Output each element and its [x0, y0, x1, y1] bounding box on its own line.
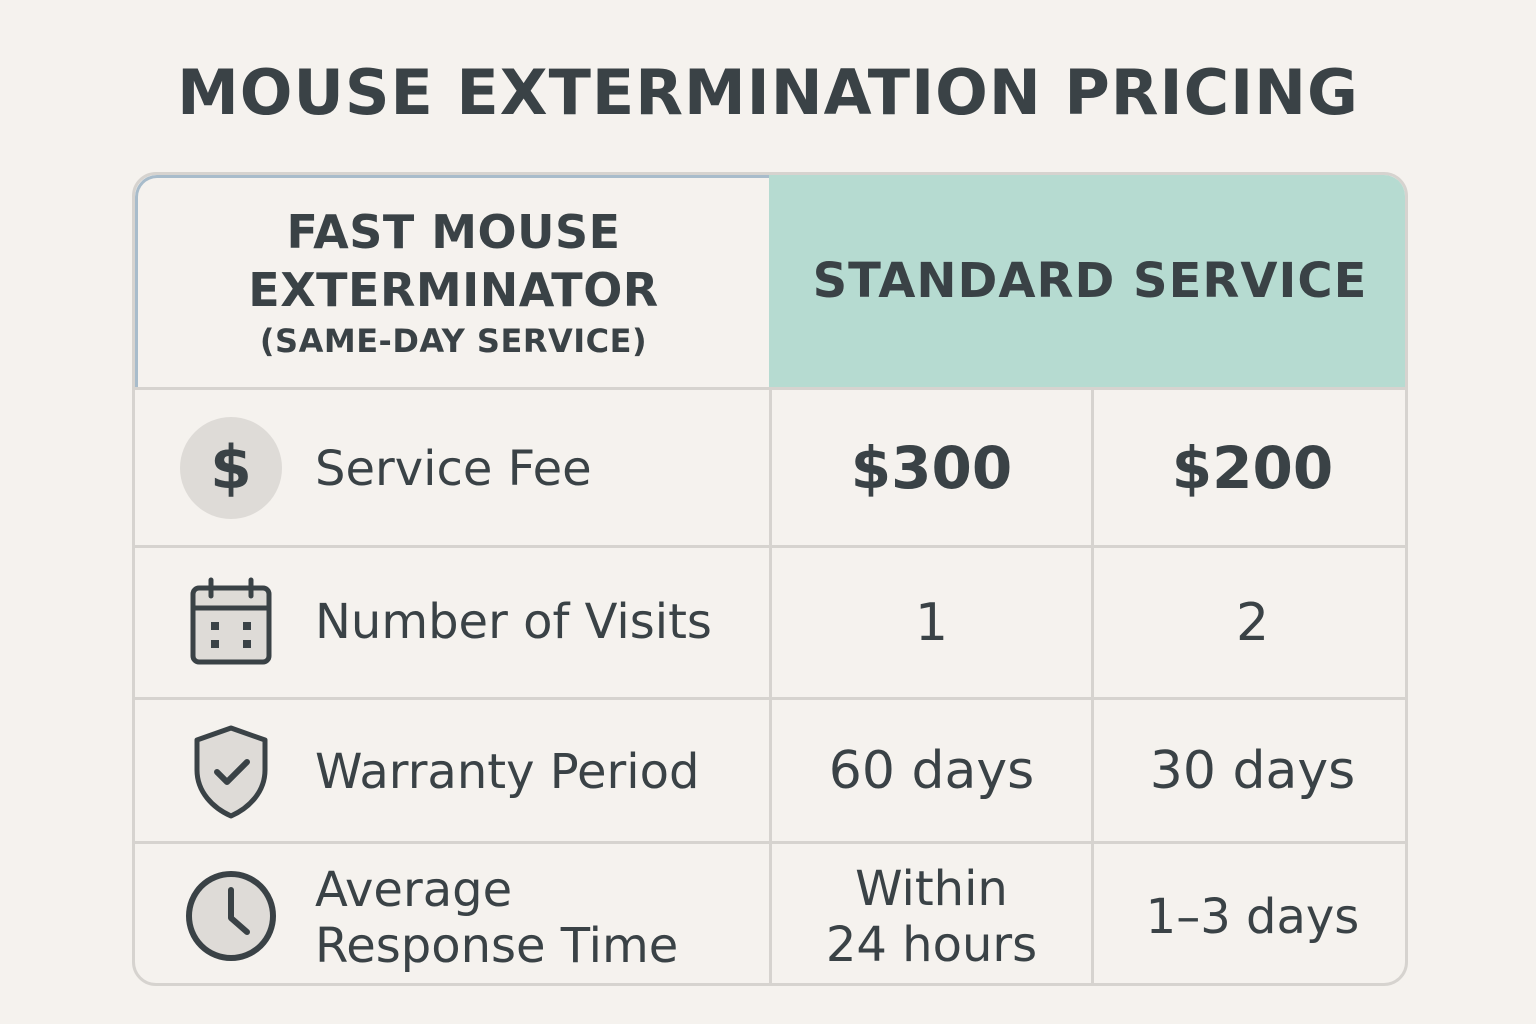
header-standard-service: STANDARD SERVICE [769, 175, 1405, 387]
standard-value-cell: 1–3 days [1091, 844, 1405, 983]
table-row-response-time: Average Response Time Within 24 hours 1–… [135, 841, 1405, 983]
row-label-cell: $ Service Fee [135, 390, 769, 545]
fast-value-cell: $300 [769, 390, 1091, 545]
row-label: Warranty Period [315, 744, 700, 800]
table-row-visits: Number of Visits 1 2 [135, 545, 1405, 697]
standard-response-time: 1–3 days [1145, 888, 1360, 945]
fast-service-fee: $300 [850, 433, 1013, 502]
standard-value-cell: 2 [1091, 548, 1405, 697]
row-label: Average Response Time [315, 862, 678, 974]
standard-service-fee: $200 [1171, 433, 1334, 502]
standard-warranty: 30 days [1149, 740, 1356, 801]
header-fast-line2: EXTERMINATOR [248, 262, 659, 317]
fast-warranty: 60 days [828, 740, 1035, 801]
fast-response-line1: Within [855, 860, 1008, 917]
row-label-cell: Average Response Time [135, 844, 769, 983]
row-label-line1: Average [315, 862, 513, 918]
row-label-cell: Warranty Period [135, 700, 769, 841]
row-label-line2: Response Time [315, 918, 679, 974]
table-row-warranty: Warranty Period 60 days 30 days [135, 697, 1405, 841]
header-standard-label: STANDARD SERVICE [812, 253, 1368, 309]
standard-visits: 2 [1235, 592, 1270, 653]
header-fast-line1: FAST MOUSE [286, 204, 621, 259]
fast-response-time: Within 24 hours [826, 861, 1037, 973]
page-title: MOUSE EXTERMINATION PRICING [177, 56, 1359, 129]
clock-icon [179, 864, 283, 968]
shield-check-icon [179, 720, 283, 824]
pricing-table: FAST MOUSE EXTERMINATOR (SAME-DAY SERVIC… [132, 172, 1408, 986]
header-fast-subtitle: (SAME-DAY SERVICE) [259, 321, 648, 360]
fast-value-cell: 1 [769, 548, 1091, 697]
dollar-icon: $ [179, 416, 283, 520]
row-label: Service Fee [315, 441, 592, 497]
fast-response-line2: 24 hours [825, 916, 1038, 973]
standard-value-cell: $200 [1091, 390, 1405, 545]
row-label-cell: Number of Visits [135, 548, 769, 697]
header-fast-exterminator: FAST MOUSE EXTERMINATOR (SAME-DAY SERVIC… [135, 175, 769, 387]
calendar-icon [179, 570, 283, 674]
fast-value-cell: 60 days [769, 700, 1091, 841]
table-row-service-fee: $ Service Fee $300 $200 [135, 387, 1405, 545]
row-label: Number of Visits [315, 594, 712, 650]
fast-visits: 1 [914, 592, 949, 653]
standard-value-cell: 30 days [1091, 700, 1405, 841]
fast-value-cell: Within 24 hours [769, 844, 1091, 983]
